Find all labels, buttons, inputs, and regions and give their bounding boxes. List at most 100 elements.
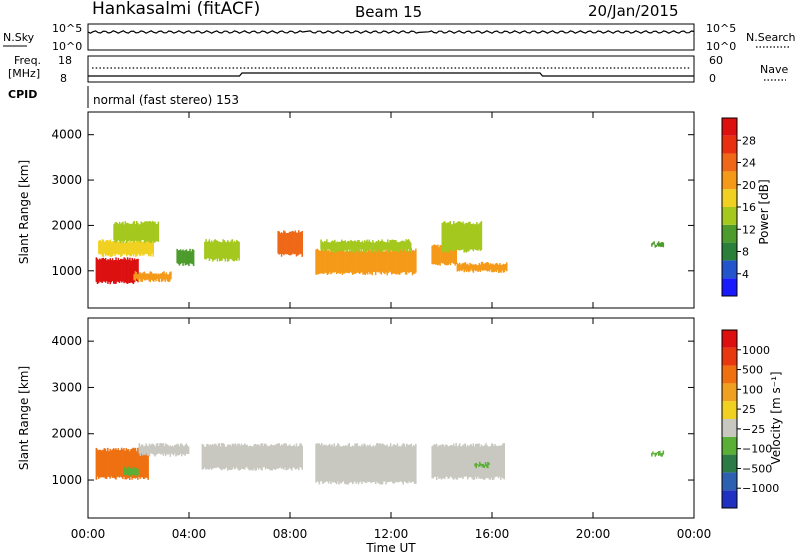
- power-cells-cell-10-2: [458, 262, 461, 272]
- power-colorbar-tick-4: 12: [742, 223, 756, 236]
- power-cells-cell-12-5: [656, 242, 659, 246]
- vel-cells-cell-5-21: [455, 443, 457, 480]
- power-cells-cell-9-3: [434, 245, 437, 265]
- vel-cells-cell-0-10: [107, 447, 109, 477]
- power-cells-cell-7-63: [387, 251, 390, 274]
- vel-cells-cell-5-54: [493, 446, 495, 480]
- power-cells-cell-8-12: [334, 239, 336, 253]
- power-cells-cell-3-13: [128, 223, 130, 242]
- vel-cells-cell-0-7: [103, 448, 106, 478]
- power-cells-cell-5-24: [231, 239, 233, 261]
- vel-cells-cell-2-7: [146, 445, 148, 456]
- power-cells-cell-8-74: [405, 239, 407, 253]
- vel-cells-cell-0-16: [114, 449, 116, 479]
- power-cells-cell-12-4: [655, 244, 658, 247]
- power-cells-cell-8-59: [388, 242, 390, 252]
- power-cells-cell-8-18: [341, 239, 343, 251]
- power-cells-cell-3-32: [149, 221, 152, 243]
- power-cells-cell-2-38: [142, 241, 144, 256]
- power-cells-cell-10-24: [484, 263, 486, 271]
- power-cells-cell-7-48: [370, 250, 372, 274]
- power-cells-cell-8-36: [361, 240, 364, 250]
- vel-cells-cell-0-9: [105, 451, 108, 479]
- power-cells-cell-3-4: [117, 224, 120, 241]
- power-cells-cell-6-13: [292, 230, 294, 254]
- power-cells-cell-10-18: [477, 265, 479, 272]
- power-cells-cell-5-26: [233, 240, 236, 262]
- vel-cells-cell-4-70: [395, 445, 398, 482]
- power-cells-cell-1-22: [158, 274, 161, 283]
- power-cells-cell-7-76: [402, 249, 404, 273]
- power-cells-cell-8-51: [379, 241, 381, 251]
- power-cells-cell-8-39: [365, 241, 367, 253]
- power-cells-cell-11-9: [451, 224, 454, 251]
- vel-cells-cell-3-31: [237, 443, 239, 470]
- power-cells-cell-7-17: [334, 251, 337, 272]
- power-cells-cell-6-6: [284, 231, 286, 254]
- power-cells-cell-3-31: [148, 221, 150, 242]
- vel-cells-cell-5-46: [484, 445, 486, 480]
- vel-cells-cell-2-18: [159, 443, 161, 454]
- vel-cells-cell-5-56: [495, 445, 497, 477]
- vel-cells-cell-2-19: [160, 443, 162, 455]
- power-cells-cell-3-8: [122, 221, 124, 243]
- vel-cells-cell-4-60: [384, 445, 386, 482]
- power-cells-cell-2-29: [131, 241, 134, 255]
- vel-cells-cell-1-0: [123, 466, 125, 476]
- power-cells-cell-8-34: [359, 242, 361, 250]
- vel-cells-cell-3-64: [275, 444, 277, 470]
- power-cells-cell-11-24: [469, 221, 471, 250]
- power-cells-cell-11-11: [454, 223, 456, 251]
- power-cells-cell-3-27: [143, 221, 146, 243]
- power-cells-cell-1-11: [146, 273, 148, 280]
- power-cells-cell-11-16: [460, 221, 462, 251]
- vel-cells-cell-5-37: [473, 446, 476, 480]
- power-cells-cell-2-39: [143, 242, 145, 256]
- vel-cells-cell-1-8: [132, 466, 135, 476]
- power-cells-cell-2-37: [140, 241, 143, 254]
- vel-cells-cell-3-6: [208, 445, 210, 470]
- vel-cells-cell-3-71: [283, 443, 285, 470]
- station-title: Hankasalmi (fitACF): [92, 0, 260, 19]
- vel-cells-cell-2-26: [168, 446, 170, 454]
- power-cells-cell-3-33: [150, 222, 153, 243]
- power-cells-cell-9-20: [454, 245, 456, 266]
- vel-cells-cell-5-27: [462, 444, 464, 479]
- vel-cells-cell-3-82: [295, 443, 298, 470]
- power-cells-cell-10-5: [462, 263, 464, 270]
- power-cells-cell-10-15: [473, 264, 476, 271]
- vel-cells-cell-5-38: [474, 444, 477, 477]
- power-cells-cell-8-44: [370, 242, 373, 253]
- vel-cells-cell-3-40: [247, 446, 249, 470]
- power-cells-cell-5-23: [230, 240, 232, 259]
- vel-cells-cell-4-64: [388, 446, 391, 482]
- power-cells-cell-1-12: [147, 273, 149, 280]
- vel-cells-cell-4-79: [405, 443, 408, 483]
- velocity-ytick-label-3: 1000: [51, 473, 82, 487]
- power-cells-cell-9-13: [446, 244, 448, 266]
- power-cells-cell-11-7: [449, 221, 452, 251]
- power-cells-cell-1-3: [136, 274, 139, 280]
- power-cells-cell-2-30: [132, 240, 135, 257]
- vel-cells-cell-5-7: [439, 444, 441, 479]
- power-cells-cell-3-24: [140, 221, 142, 241]
- power-cells-cell-2-31: [134, 241, 136, 255]
- power-cells-cell-6-10: [288, 231, 291, 256]
- vel-cells-cell-1-10: [135, 469, 137, 477]
- power-cells-cell-7-57: [380, 248, 383, 275]
- power-cells-cell-5-1: [205, 239, 207, 260]
- power-cells-cell-0-33: [133, 258, 136, 283]
- power-cells-cell-1-19: [155, 273, 157, 282]
- vel-cells-cell-4-28: [347, 444, 349, 485]
- vel-cells-cell-5-47: [485, 443, 487, 479]
- power-cells-cell-9-16: [449, 245, 452, 266]
- power-cells-cell-2-2: [100, 241, 102, 255]
- power-cells-cell-2-34: [137, 239, 139, 254]
- vel-cells-cell-5-15: [448, 446, 451, 479]
- power-cells-cell-3-23: [139, 224, 141, 243]
- power-cells-cell-1-17: [153, 273, 155, 282]
- vel-cells-cell-4-22: [340, 446, 342, 484]
- power-cells-cell-3-39: [157, 221, 160, 242]
- vel-cells-cell-4-34: [354, 443, 356, 482]
- power-cells-cell-7-24: [342, 249, 345, 274]
